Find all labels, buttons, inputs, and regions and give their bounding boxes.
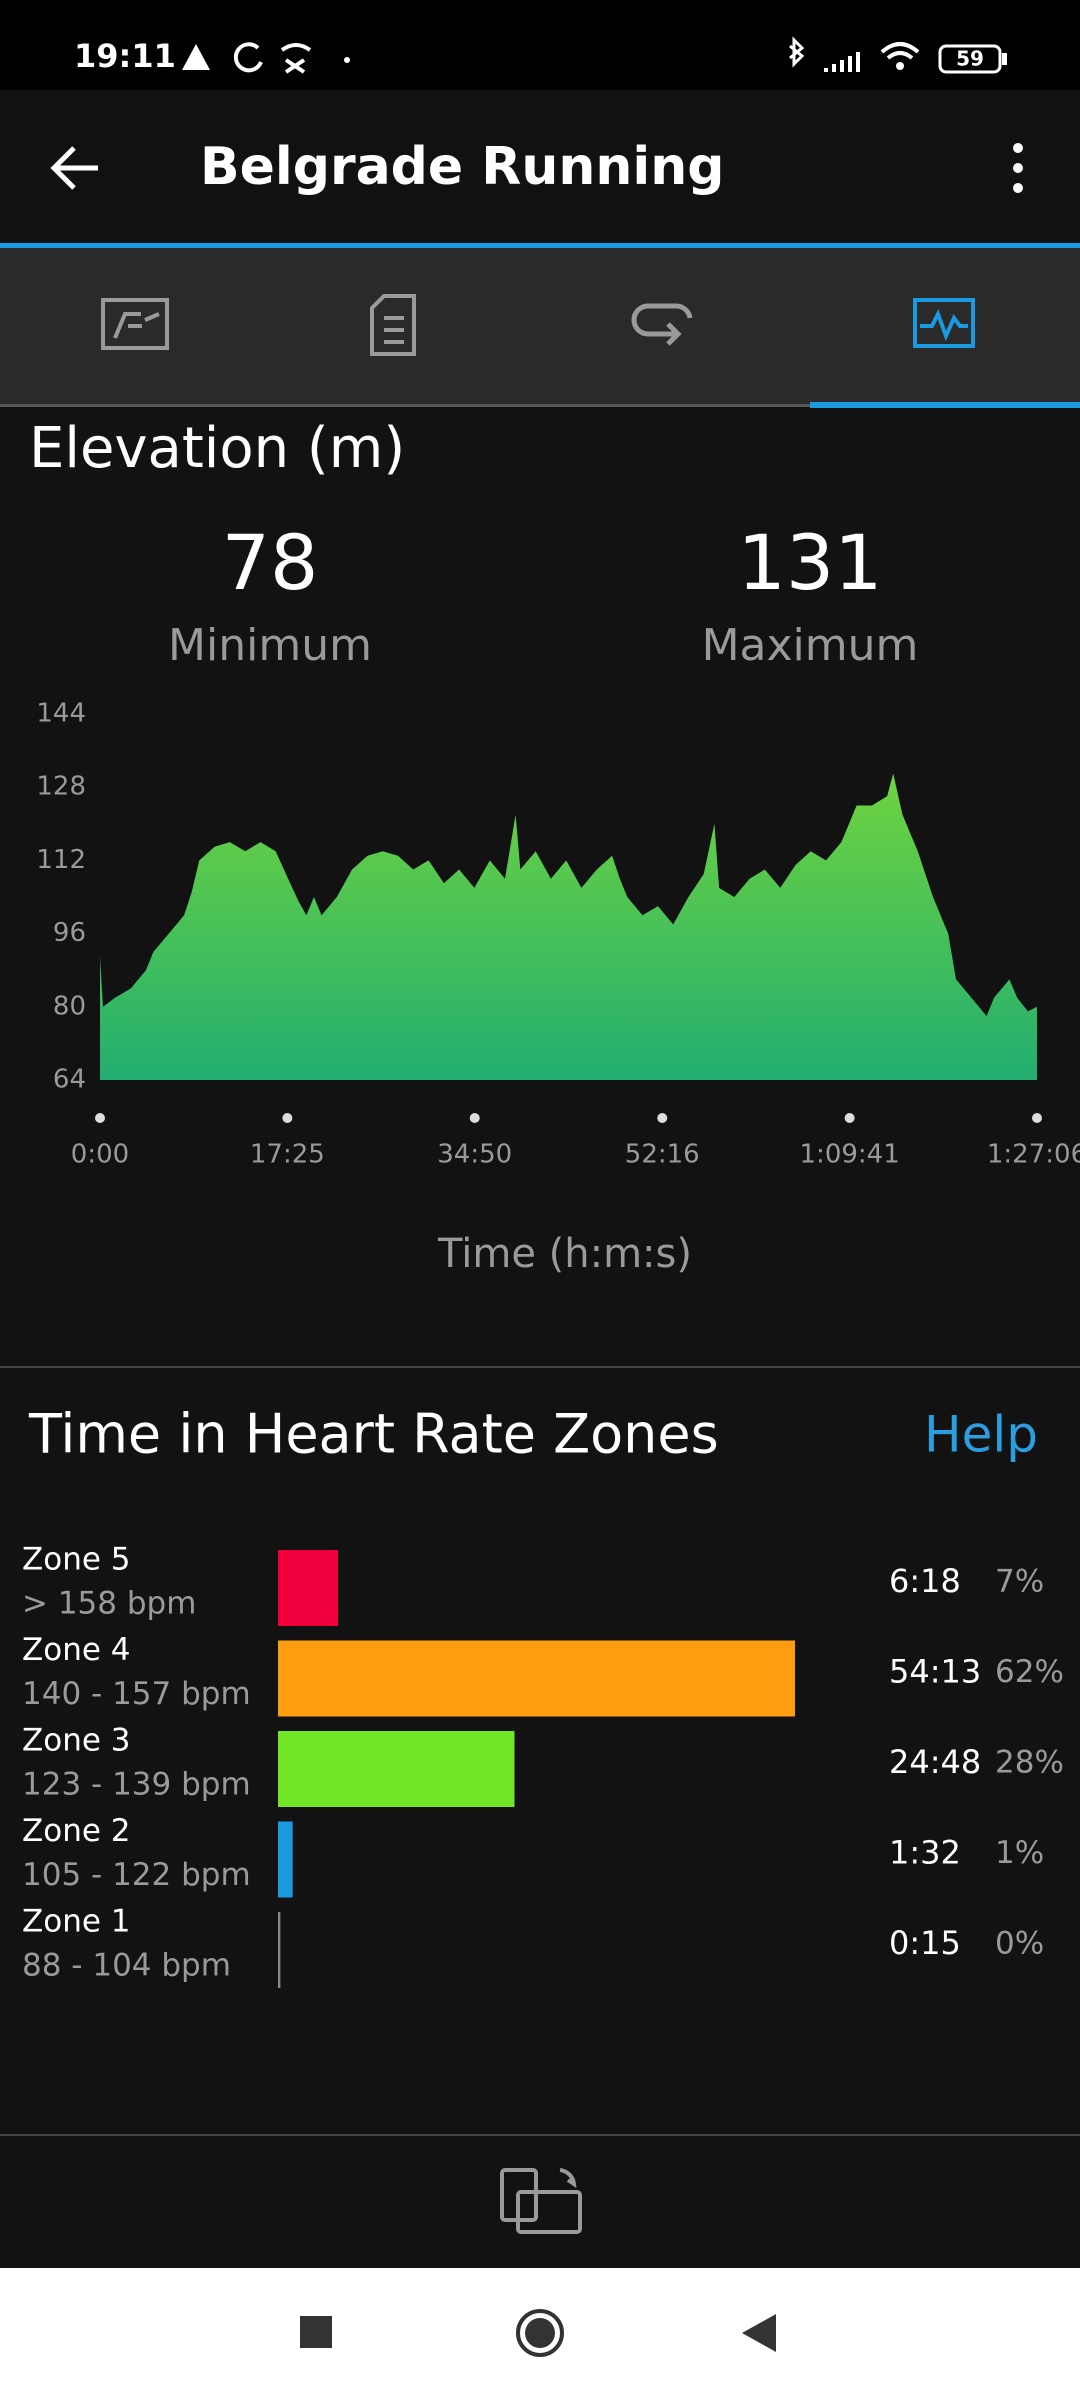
zone-percent: 7% [995,1564,1044,1600]
menu-button[interactable] [1013,143,1023,193]
zone-bar [278,1821,293,1898]
nav-home[interactable] [516,2309,564,2357]
app-bar [0,90,1080,245]
status-icons [182,36,1007,74]
elevation-area [100,773,1037,1080]
app-bar-accent [0,243,1080,248]
nav-back[interactable] [742,2314,776,2352]
tab-details[interactable] [370,294,416,356]
bottom-bar [0,2136,1080,2268]
divider [0,1366,1080,1368]
app-title: Belgrade Running [200,137,724,197]
x-tick-mark [844,1113,855,1123]
x-tick-mark [95,1113,105,1123]
y-tick-label: 64 [53,1065,86,1095]
zone-time: 6:18 [889,1562,961,1600]
zones-title: Time in Heart Rate Zones [28,1403,719,1466]
back-button[interactable] [50,146,98,190]
zone-time: 0:15 [889,1924,961,1962]
tab-map[interactable] [101,298,169,350]
x-tick-label: 52:16 [625,1140,700,1170]
x-tick-label: 1:09:41 [800,1140,900,1170]
y-tick-label: 96 [53,918,86,948]
zone-name: Zone 5 [22,1542,131,1578]
y-tick-label: 144 [36,699,86,729]
divider [0,2134,1080,2136]
zone-bar [278,1550,339,1626]
help-link[interactable]: Help [924,1406,1038,1464]
x-tick-mark [282,1113,293,1123]
y-tick-label: 80 [53,991,86,1021]
zone-percent: 0% [995,1926,1044,1962]
x-tick-label: 1:27:06 [987,1140,1080,1170]
y-tick-label: 128 [36,772,86,802]
x-axis-title: Time (h:m:s) [437,1231,692,1277]
max-value: 131 [737,518,882,607]
zone-time: 24:48 [889,1743,981,1781]
zone-range: 140 - 157 bpm [22,1676,251,1712]
zone-time: 54:13 [889,1653,981,1691]
x-tick-label: 17:25 [250,1140,325,1170]
zone-name: Zone 4 [22,1632,131,1668]
elevation-chart: 64 80 96 112 128 144 0:00 17:25 34:50 52:16 1:09:4… [36,699,1080,1170]
zone-name: Zone 1 [22,1904,131,1940]
zone-range: 105 - 122 bpm [22,1857,251,1893]
zone-range: 123 - 139 bpm [22,1767,251,1803]
battery-level: 59 [956,47,984,71]
tab-indicator [810,402,1080,408]
zone-bar [278,1640,795,1717]
status-time: 19:11 [74,37,176,75]
zone-bar [278,1731,515,1807]
zones-chart: Zone 5 > 158 bpm 6:18 7% Zone 4 140 - 157 bpm… [22,1542,1064,1988]
x-tick-label: 34:50 [437,1140,512,1170]
x-tick-mark [1032,1113,1042,1123]
share-button[interactable] [500,2168,582,2234]
zone-percent: 28% [995,1745,1064,1781]
y-tick-label: 112 [36,845,86,875]
zone-time: 1:32 [889,1834,961,1872]
zone-range: 88 - 104 bpm [22,1948,231,1984]
min-label: Minimum [168,620,372,671]
x-tick-mark [469,1113,480,1123]
x-tick-mark [657,1113,668,1123]
tab-divider [0,404,810,407]
zone-percent: 1% [995,1835,1044,1871]
zone-name: Zone 3 [22,1723,131,1759]
nav-recents[interactable] [300,2316,332,2348]
tab-charts[interactable] [913,298,975,348]
tab-bar [0,248,1080,406]
zone-range: > 158 bpm [22,1586,196,1622]
zone-name: Zone 2 [22,1813,131,1849]
zone-percent: 62% [995,1654,1064,1690]
x-tick-label: 0:00 [71,1140,129,1170]
zone-bar [278,1912,281,1988]
section-title: Elevation (m) [29,416,405,481]
min-value: 78 [222,518,319,607]
max-label: Maximum [702,620,919,671]
tab-laps[interactable] [631,303,693,346]
